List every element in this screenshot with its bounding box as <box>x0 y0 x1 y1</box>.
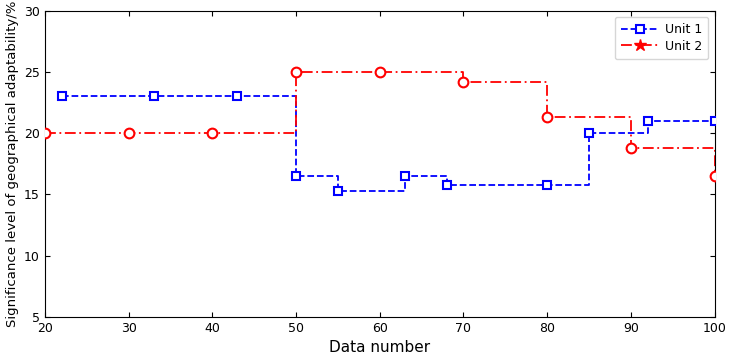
X-axis label: Data number: Data number <box>329 340 430 356</box>
Legend: Unit 1, Unit 2: Unit 1, Unit 2 <box>615 17 709 59</box>
Y-axis label: Significance level of geographical adaptability/%: Significance level of geographical adapt… <box>6 1 18 327</box>
